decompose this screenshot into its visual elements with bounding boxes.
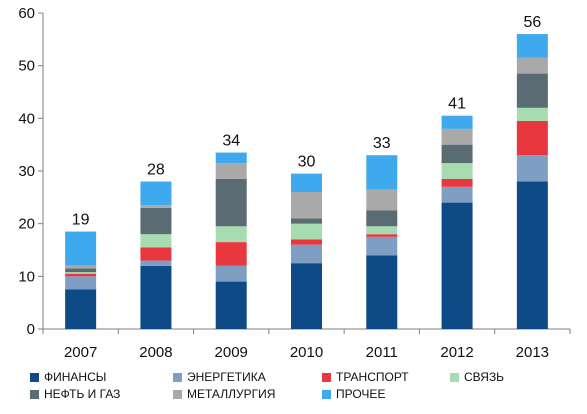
bar-total-label: 28 [147, 162, 165, 179]
axes: 0 10 20 30 40 50 60 [18, 5, 571, 338]
bar-segment [215, 281, 247, 329]
x-tick-label: 2012 [440, 344, 473, 361]
bar-segment [516, 34, 548, 58]
x-tick-label: 2011 [366, 344, 398, 361]
bar-segment [215, 152, 247, 164]
bar-segment [291, 239, 322, 245]
bar-segment [65, 276, 97, 290]
legend-item: МЕТАЛЛУРГИЯ [173, 387, 275, 401]
bar-segment [516, 155, 548, 182]
bar-segment [366, 189, 398, 211]
bar-segment [366, 226, 398, 235]
bar-segment [140, 181, 172, 206]
x-tick-label: 2009 [215, 344, 248, 361]
x-tick-label: 2007 [64, 344, 97, 361]
legend-item: НЕФТЬ И ГАЗ [30, 387, 120, 401]
bar-segment [65, 268, 97, 273]
bar-segment [291, 173, 322, 193]
y-tick-label: 50 [18, 58, 35, 75]
bar-segment [516, 107, 548, 121]
bar-segment [140, 260, 172, 266]
legend-swatch [450, 372, 459, 382]
legend-swatch [322, 389, 331, 399]
legend-swatch [30, 389, 39, 399]
bar-segment [215, 265, 247, 282]
bar-segment [441, 128, 473, 145]
bar-segment [366, 234, 398, 237]
bar-segment [516, 181, 548, 329]
legend-swatch [322, 372, 331, 382]
bar-segment [65, 272, 97, 274]
legend-item: ФИНАНСЫ [30, 370, 106, 384]
bar-segment [140, 265, 172, 329]
y-tick-label: 0 [27, 321, 35, 338]
bar-segment [215, 178, 247, 227]
legend-item: ЭНЕРГЕТИКА [173, 370, 266, 384]
bar-segment [366, 236, 398, 256]
legend-label: ЭНЕРГЕТИКА [187, 370, 266, 384]
bar-segment [140, 247, 172, 261]
bar-segment [291, 218, 322, 224]
bar-total-label: 41 [448, 96, 466, 113]
legend-swatch [173, 372, 182, 382]
bar-segment [291, 263, 322, 329]
bar-total-label: 56 [523, 14, 541, 31]
bar-segment [366, 155, 398, 190]
bar-segment [140, 205, 172, 208]
bar-segment [516, 120, 548, 156]
bar-segment [65, 265, 97, 269]
bar-segment [441, 115, 473, 129]
bar-total-label: 34 [222, 133, 240, 150]
bar-segment [441, 163, 473, 179]
legend-item: ТРАНСПОРТ [322, 370, 409, 384]
bar-total-label: 33 [373, 135, 391, 152]
legend-label: НЕФТЬ И ГАЗ [44, 387, 121, 401]
bar-segment [140, 234, 172, 248]
x-tick-label: 2008 [139, 344, 172, 361]
bar-segment [65, 231, 97, 266]
bar-segment [215, 163, 247, 179]
legend-swatch [30, 372, 39, 382]
legend-label: ТРАНСПОРТ [336, 370, 409, 384]
legend-label: СВЯЗЬ [464, 370, 505, 384]
legend-item: ПРОЧЕЕ [322, 387, 385, 401]
bar-segment [291, 192, 322, 219]
y-tick-label: 10 [18, 268, 35, 285]
bar-segment [441, 144, 473, 164]
bar-segment [65, 289, 97, 329]
bar-segment [516, 73, 548, 108]
bar-segment [366, 210, 398, 227]
bar-total-label: 30 [298, 154, 316, 171]
legend-label: МЕТАЛЛУРГИЯ [187, 387, 276, 401]
y-tick-label: 40 [18, 110, 35, 127]
x-tick-label: 2013 [516, 344, 549, 361]
x-tick-label: 2010 [290, 344, 323, 361]
bar-segment [215, 242, 247, 266]
bar-segment [291, 244, 322, 264]
labels: 2007 2008 2009 2010 2011 2012 2013 19 28 34 30 33 41… [64, 14, 549, 361]
bar-segment [441, 178, 473, 187]
bar-segment [215, 226, 247, 243]
legend-item: СВЯЗЬ [450, 370, 504, 384]
bar-segment [441, 202, 473, 329]
bar-total-label: 19 [72, 212, 90, 229]
bar-segment [441, 186, 473, 203]
bar-segment [516, 57, 548, 74]
bar-segment [291, 223, 322, 240]
bar-segment [366, 255, 398, 329]
bar-segment [65, 273, 97, 277]
legend-swatch [173, 389, 182, 399]
y-tick-label: 20 [18, 216, 35, 233]
y-tick-label: 30 [18, 163, 35, 180]
legend-label: ФИНАНСЫ [44, 370, 107, 384]
bar-segment [140, 207, 172, 235]
legend-label: ПРОЧЕЕ [336, 387, 386, 401]
bars [65, 34, 548, 329]
y-tick-label: 60 [18, 5, 35, 22]
